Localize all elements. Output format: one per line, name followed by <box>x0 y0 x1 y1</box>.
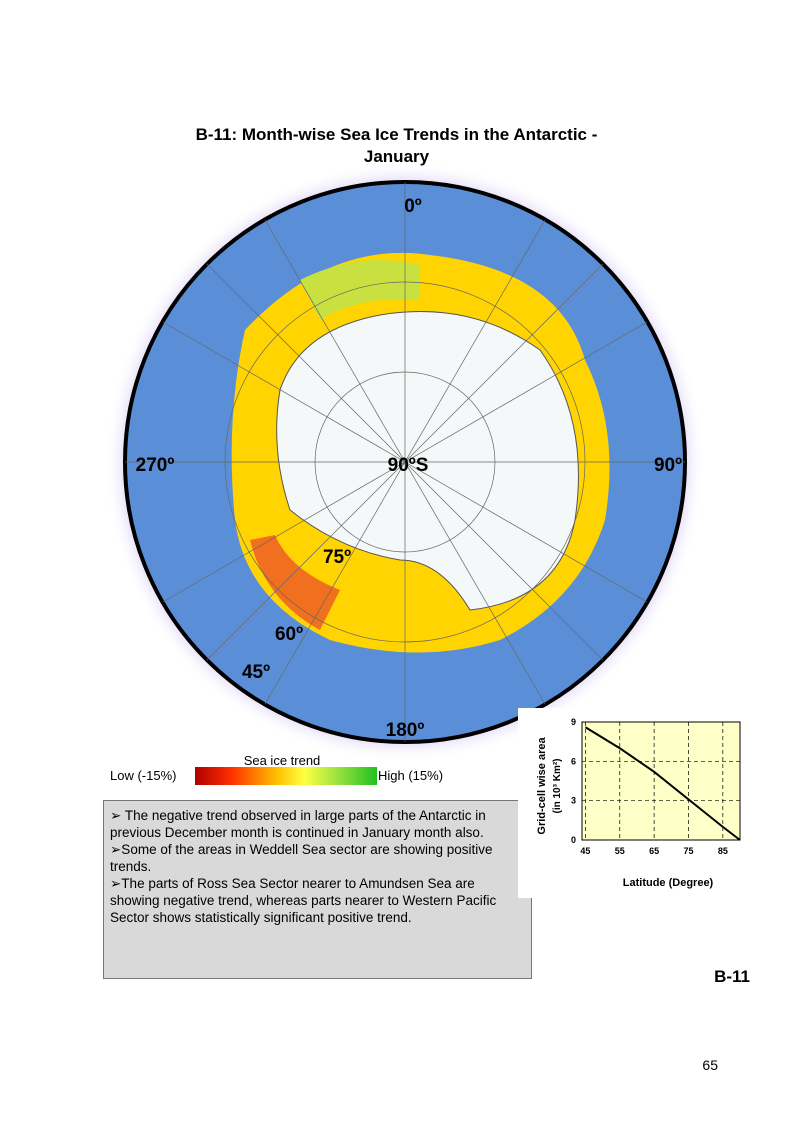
legend-title: Sea ice trend <box>244 753 321 768</box>
data-line <box>584 726 741 841</box>
x-tick-label: 85 <box>718 846 728 856</box>
title-line: B-11: Month-wise Sea Ice Trends in the A… <box>195 125 598 144</box>
plot-frame <box>581 721 741 841</box>
graticule <box>125 182 685 742</box>
note: ➢ The negative trend observed in large p… <box>110 808 486 840</box>
x-tick-label: 45 <box>580 846 590 856</box>
note: ➢The parts of Ross Sea Sector nearer to … <box>110 876 497 925</box>
y-axis-label: Grid-cell wise area <box>536 737 548 835</box>
antarctica <box>276 311 579 611</box>
sea-ice-positive <box>300 260 420 320</box>
map-label: 0º <box>404 196 422 217</box>
legend-low: Low (-15%) <box>110 768 176 783</box>
x-tick-label: 55 <box>615 846 625 856</box>
figure-label: B-11 <box>714 967 750 986</box>
map-label: 90º <box>654 455 682 476</box>
chart: Latitude (Degree) Grid-cell wise area (i… <box>518 708 760 898</box>
map-label: 270º <box>136 455 175 476</box>
notes-box: ➢ The negative trend observed in large p… <box>103 800 532 979</box>
y-tick-label: 3 <box>571 796 576 806</box>
x-tick-label: 65 <box>649 846 659 856</box>
y-tick-label: 6 <box>571 756 576 766</box>
legend-bar <box>195 767 377 785</box>
y-axis-label: (in 10³ Km²) <box>552 759 563 814</box>
title-line: January <box>363 147 430 166</box>
map-label: 90ºS <box>388 455 429 476</box>
note: ➢Some of the areas in Weddell Sea sector… <box>110 842 493 874</box>
sea-ice-negative <box>250 535 340 630</box>
map-label: 60º <box>275 624 303 645</box>
y-tick-label: 0 <box>571 835 576 845</box>
map-label: 180º <box>386 720 425 741</box>
x-axis-label: Latitude (Degree) <box>623 877 714 889</box>
legend-high: High (15%) <box>378 768 443 783</box>
map-label: 75º <box>323 547 351 568</box>
y-tick-label: 9 <box>571 717 576 727</box>
page-number: 65 <box>702 1057 718 1073</box>
map-label: 45º <box>242 662 270 683</box>
x-tick-label: 75 <box>683 846 693 856</box>
